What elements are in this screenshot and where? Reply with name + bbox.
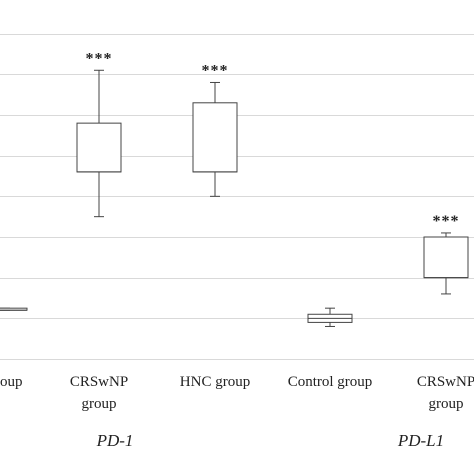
box-3: *** [192,62,238,197]
box-marks: *** *** *** [0,50,469,327]
group-label: PD-L1 [397,431,444,450]
significance-label: *** [433,213,460,230]
category-label: CRSwNP [417,374,474,390]
group-label: PD-1 [96,431,134,450]
iqr-box [192,102,238,173]
category-label: Control group [288,374,373,390]
box-5: *** [423,213,469,295]
category-labels: group CRSwNP group HNC group Control group CR… [0,374,474,450]
box-2: *** [76,50,122,218]
significance-label: *** [202,62,229,79]
category-label: HNC group [180,374,250,390]
gridlines [0,34,474,360]
category-label: CRSwNP [70,374,128,390]
significance-label: *** [86,50,113,67]
category-label: group [0,374,23,390]
box-4 [307,307,353,327]
box-1 [0,307,28,311]
category-label: group [429,396,464,412]
iqr-box [423,236,469,279]
iqr-box [76,122,122,173]
category-label: group [82,396,117,412]
